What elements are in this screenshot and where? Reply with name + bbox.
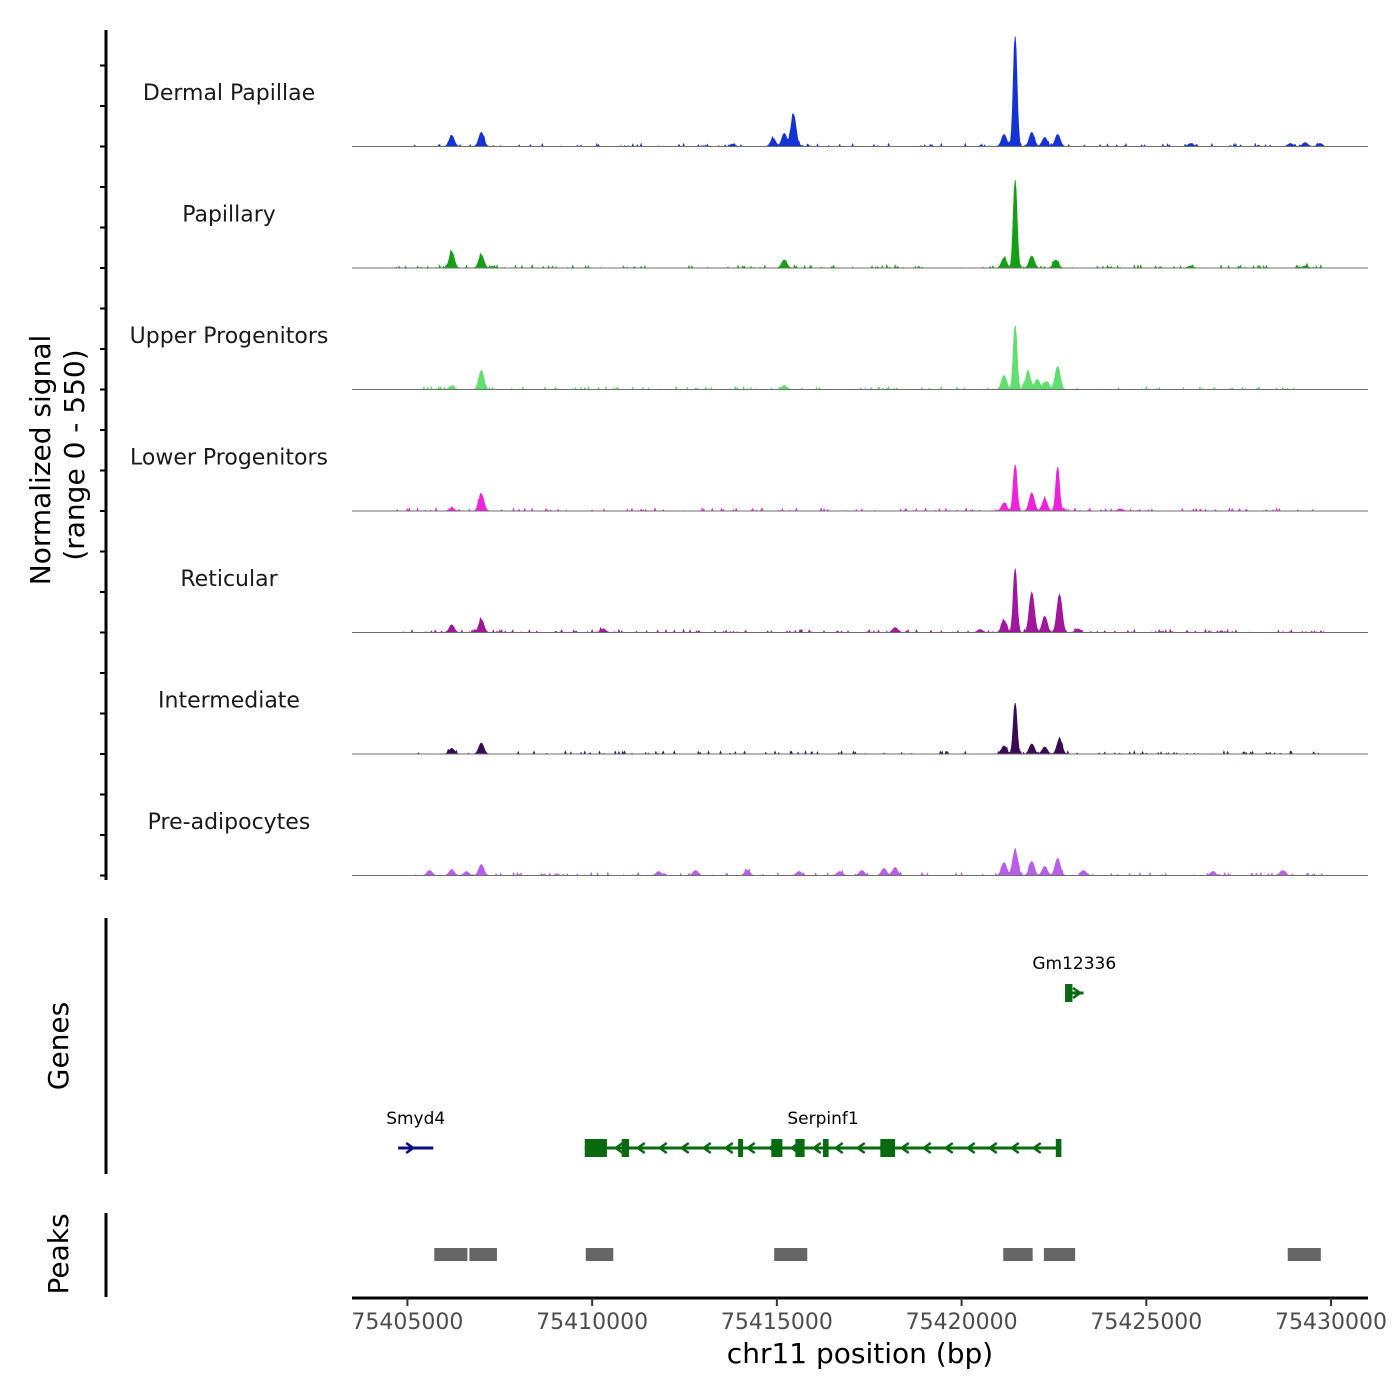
strand-chevron: [745, 1141, 756, 1155]
signal-area: [396, 848, 1324, 877]
strand-chevron: [701, 1141, 712, 1155]
signal-area: [396, 702, 1324, 756]
strand-chevron: [987, 1141, 998, 1155]
strand-chevron: [943, 1141, 954, 1155]
strand-chevron: [1072, 986, 1083, 1000]
gene-smyd4: Smyd4: [386, 1109, 445, 1155]
gene-label: Smyd4: [386, 1109, 445, 1129]
x-axis: 75405000 75410000 75415000 75420000 75425000…: [351, 1296, 1387, 1335]
track-lower-progenitors: Lower Progenitors: [130, 446, 1368, 513]
peak-region: [774, 1248, 808, 1261]
x-tick-label: 75405000: [351, 1310, 463, 1335]
coverage-tracks: Dermal Papillae Papillary Upper Progenitor…: [130, 36, 1368, 877]
strand-chevron: [965, 1141, 976, 1155]
track-label: Reticular: [180, 567, 278, 592]
strand-chevron: [635, 1141, 646, 1155]
exon: [823, 1139, 829, 1157]
track-upper-progenitors: Upper Progenitors: [130, 324, 1368, 391]
strand-chevron: [921, 1141, 932, 1155]
strand-chevron: [833, 1141, 844, 1155]
signal-y-axis: [100, 30, 108, 880]
gene-serpinf1: Serpinf1: [584, 1109, 1062, 1157]
track-pre-adipocytes: Pre-adipocytes: [148, 810, 1368, 877]
strand-chevron: [899, 1141, 910, 1155]
track-label: Intermediate: [158, 689, 300, 714]
strand-chevron: [855, 1141, 866, 1155]
peak-region: [585, 1248, 614, 1261]
exon: [1065, 984, 1073, 1002]
strand-chevron: [613, 1141, 624, 1155]
peak-region: [1287, 1248, 1321, 1261]
track-papillary: Papillary: [182, 179, 1368, 270]
signal-area: [395, 464, 1324, 513]
track-label: Upper Progenitors: [130, 324, 329, 349]
exon: [771, 1139, 783, 1157]
track-dermal-papillae: Dermal Papillae: [143, 36, 1368, 148]
peak-region: [1003, 1248, 1033, 1261]
signal-area: [396, 36, 1325, 148]
track-label: Papillary: [182, 203, 276, 228]
peak-region: [434, 1248, 468, 1261]
exon: [880, 1139, 896, 1157]
strand-chevron: [723, 1141, 734, 1155]
strand-chevron: [657, 1141, 668, 1155]
signal-area: [396, 325, 1324, 391]
gene-label: Gm12336: [1032, 954, 1116, 974]
x-tick-label: 75420000: [906, 1310, 1018, 1335]
exon: [738, 1139, 744, 1157]
x-tick-label: 75430000: [1275, 1310, 1387, 1335]
track-label: Dermal Papillae: [143, 81, 315, 106]
y-axis-title: Normalized signal: [24, 335, 57, 586]
track-reticular: Reticular: [180, 567, 1368, 634]
peak-region: [469, 1248, 497, 1261]
y-axis-title-range: (range 0 - 550): [58, 349, 91, 560]
signal-area: [395, 179, 1324, 270]
genes-track-title: Genes: [42, 1002, 75, 1090]
gene-label: Serpinf1: [787, 1109, 858, 1129]
strand-chevron: [1009, 1141, 1020, 1155]
x-tick-label: 75425000: [1090, 1310, 1202, 1335]
exon: [1055, 1139, 1062, 1157]
strand-chevron: [405, 1141, 416, 1155]
track-intermediate: Intermediate: [158, 689, 1368, 756]
x-tick-label: 75410000: [536, 1310, 648, 1335]
strand-chevron: [679, 1141, 690, 1155]
gene-gm12336: Gm12336: [1032, 954, 1116, 1002]
track-label: Pre-adipocytes: [148, 810, 311, 835]
peaks-track-title: Peaks: [42, 1213, 75, 1294]
strand-chevron: [1031, 1141, 1042, 1155]
gene-annotation-track: Gm12336 Smyd4 Serpinf1: [104, 918, 1116, 1174]
exon: [621, 1139, 630, 1157]
track-label: Lower Progenitors: [130, 446, 328, 471]
x-tick-label: 75415000: [721, 1310, 833, 1335]
signal-area: [396, 568, 1325, 634]
exon: [795, 1139, 805, 1157]
strand-chevron: [811, 1141, 822, 1155]
peak-region: [1043, 1248, 1076, 1261]
exon: [584, 1139, 607, 1157]
x-axis-title: chr11 position (bp): [727, 1337, 993, 1370]
peaks-track: [104, 1213, 1321, 1297]
